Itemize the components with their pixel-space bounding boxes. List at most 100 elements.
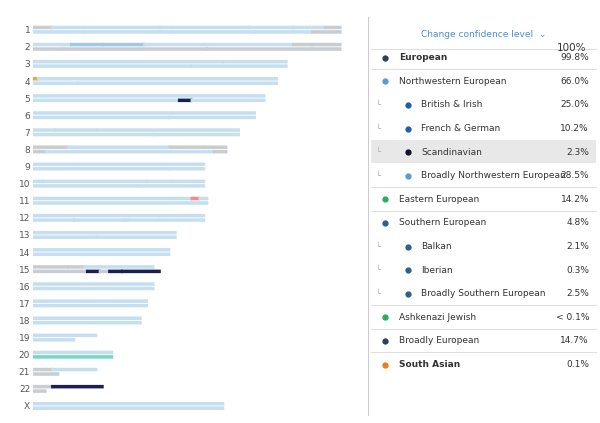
FancyBboxPatch shape [51, 26, 161, 29]
FancyBboxPatch shape [311, 47, 341, 51]
FancyBboxPatch shape [38, 150, 47, 154]
FancyBboxPatch shape [32, 385, 53, 388]
Text: 2.1%: 2.1% [566, 242, 589, 251]
FancyBboxPatch shape [32, 30, 85, 34]
FancyBboxPatch shape [191, 197, 200, 200]
Text: 2.5%: 2.5% [566, 289, 589, 298]
FancyBboxPatch shape [32, 368, 53, 371]
FancyBboxPatch shape [76, 82, 278, 85]
Text: 28.5%: 28.5% [560, 171, 589, 180]
Text: 0.3%: 0.3% [566, 266, 589, 275]
FancyBboxPatch shape [83, 30, 173, 34]
Text: 66.0%: 66.0% [560, 77, 589, 86]
FancyBboxPatch shape [32, 201, 208, 205]
FancyBboxPatch shape [32, 304, 148, 308]
FancyBboxPatch shape [54, 128, 97, 132]
FancyBboxPatch shape [292, 26, 326, 29]
Text: └: └ [376, 266, 380, 275]
FancyBboxPatch shape [32, 321, 142, 324]
FancyBboxPatch shape [137, 184, 205, 188]
FancyBboxPatch shape [32, 82, 79, 85]
FancyBboxPatch shape [32, 265, 69, 269]
Text: Broadly Northwestern European: Broadly Northwestern European [421, 171, 566, 180]
FancyBboxPatch shape [169, 167, 205, 170]
FancyBboxPatch shape [32, 128, 56, 132]
FancyBboxPatch shape [32, 248, 170, 252]
Text: Broadly European: Broadly European [399, 336, 479, 346]
Text: South Asian: South Asian [399, 360, 460, 369]
FancyBboxPatch shape [51, 368, 97, 371]
FancyBboxPatch shape [73, 214, 129, 217]
FancyBboxPatch shape [248, 26, 294, 29]
FancyBboxPatch shape [32, 282, 154, 286]
FancyBboxPatch shape [172, 111, 256, 115]
Text: Northwestern European: Northwestern European [399, 77, 506, 86]
Text: European: European [399, 53, 448, 62]
FancyBboxPatch shape [51, 385, 104, 388]
FancyBboxPatch shape [152, 133, 240, 136]
FancyBboxPatch shape [32, 111, 173, 115]
Text: French & German: French & German [421, 124, 500, 133]
FancyBboxPatch shape [32, 389, 47, 393]
Bar [371, 140, 596, 163]
FancyBboxPatch shape [127, 214, 161, 217]
Text: Scandinavian: Scandinavian [421, 148, 482, 157]
Text: └: └ [376, 171, 380, 180]
FancyBboxPatch shape [95, 236, 176, 239]
Text: Ashkenazi Jewish: Ashkenazi Jewish [399, 313, 476, 322]
FancyBboxPatch shape [124, 218, 205, 222]
FancyBboxPatch shape [32, 180, 43, 183]
FancyBboxPatch shape [32, 99, 180, 102]
FancyBboxPatch shape [67, 146, 170, 149]
FancyBboxPatch shape [191, 64, 287, 68]
Text: < 0.1%: < 0.1% [556, 313, 589, 322]
FancyBboxPatch shape [172, 30, 256, 34]
FancyBboxPatch shape [67, 265, 85, 269]
Text: 0.1%: 0.1% [566, 360, 589, 369]
Text: └: └ [376, 242, 380, 251]
FancyBboxPatch shape [70, 43, 104, 47]
FancyBboxPatch shape [32, 299, 148, 303]
FancyBboxPatch shape [32, 214, 75, 217]
FancyBboxPatch shape [32, 47, 62, 51]
FancyBboxPatch shape [32, 94, 193, 98]
FancyBboxPatch shape [199, 197, 208, 200]
Text: Change confidence level  ⌄: Change confidence level ⌄ [421, 30, 546, 39]
FancyBboxPatch shape [32, 253, 170, 256]
FancyBboxPatch shape [32, 402, 224, 406]
FancyBboxPatch shape [143, 43, 294, 47]
FancyBboxPatch shape [292, 43, 341, 47]
Text: └: └ [376, 124, 380, 133]
FancyBboxPatch shape [37, 77, 278, 80]
FancyBboxPatch shape [32, 338, 75, 341]
Text: 25.0%: 25.0% [560, 100, 589, 110]
Text: 100%: 100% [557, 43, 587, 53]
FancyBboxPatch shape [191, 94, 265, 98]
Text: Broadly Southern European: Broadly Southern European [421, 289, 546, 298]
FancyBboxPatch shape [159, 214, 205, 217]
FancyBboxPatch shape [32, 407, 224, 410]
FancyBboxPatch shape [223, 60, 287, 63]
Text: 10.2%: 10.2% [560, 124, 589, 133]
FancyBboxPatch shape [32, 316, 142, 320]
FancyBboxPatch shape [32, 334, 97, 337]
FancyBboxPatch shape [32, 64, 193, 68]
FancyBboxPatch shape [32, 197, 193, 200]
FancyBboxPatch shape [32, 355, 113, 359]
FancyBboxPatch shape [172, 180, 205, 183]
FancyBboxPatch shape [32, 184, 139, 188]
Text: 4.8%: 4.8% [566, 218, 589, 228]
FancyBboxPatch shape [311, 30, 341, 34]
FancyBboxPatch shape [203, 146, 227, 149]
FancyBboxPatch shape [146, 180, 173, 183]
FancyBboxPatch shape [32, 77, 39, 80]
FancyBboxPatch shape [95, 128, 240, 132]
FancyBboxPatch shape [32, 287, 154, 290]
Text: Balkan: Balkan [421, 242, 452, 251]
FancyBboxPatch shape [32, 236, 97, 239]
FancyBboxPatch shape [32, 218, 75, 222]
Text: Iberian: Iberian [421, 266, 453, 275]
FancyBboxPatch shape [178, 99, 193, 102]
FancyBboxPatch shape [102, 43, 145, 47]
FancyBboxPatch shape [108, 269, 123, 273]
